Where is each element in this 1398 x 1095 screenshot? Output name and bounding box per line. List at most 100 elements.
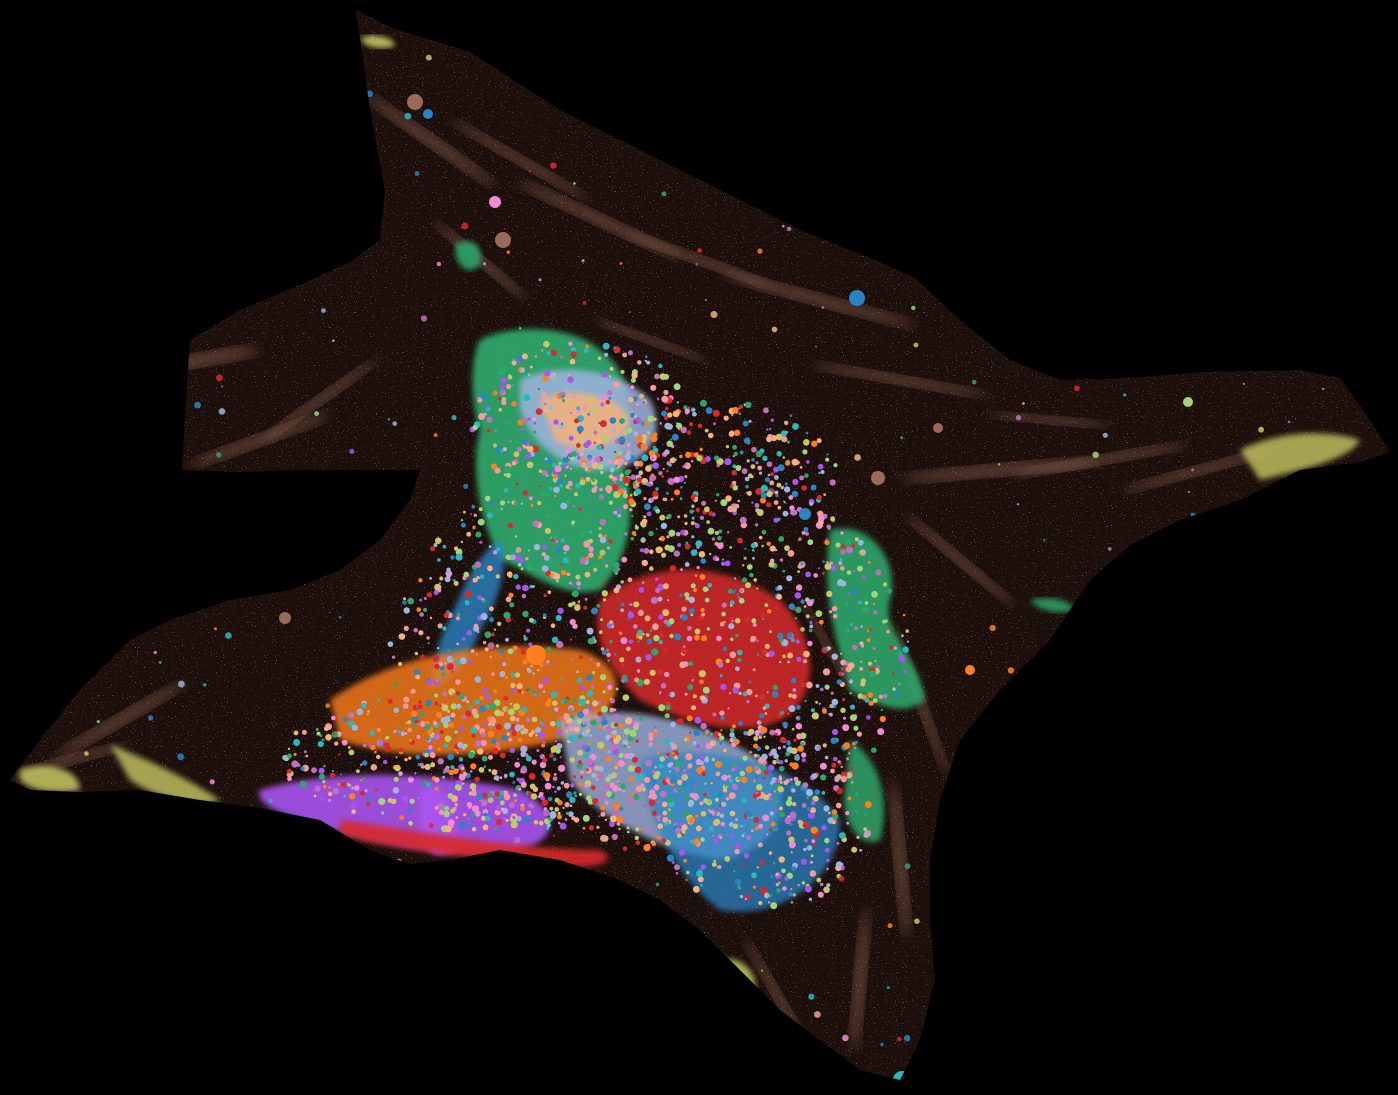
cluster-dot: [631, 756, 639, 763]
cluster-dot: [763, 886, 766, 889]
cluster-dot: [714, 455, 720, 461]
cluster-dot: [542, 724, 547, 729]
cluster-dot: [521, 439, 528, 445]
cluster-dot: [499, 790, 505, 796]
cluster-dot: [376, 739, 384, 747]
cluster-dot: [489, 501, 494, 506]
cluster-dot: [504, 675, 509, 680]
cluster-dot: [540, 490, 546, 497]
cluster-dot: [311, 767, 317, 774]
cluster-dot: [448, 769, 455, 776]
sparse-dot: [1351, 307, 1354, 310]
cluster-dot: [551, 636, 559, 643]
cluster-dot: [731, 724, 737, 729]
cluster-dot: [831, 595, 835, 600]
cluster-dot: [659, 535, 666, 542]
cluster-dot: [508, 737, 513, 742]
cluster-dot: [785, 751, 790, 757]
cluster-dot: [668, 529, 676, 537]
cluster-dot: [577, 760, 583, 765]
cluster-dot: [615, 687, 619, 691]
cluster-dot: [719, 710, 725, 716]
cluster-dot: [366, 712, 370, 716]
cluster-dot: [597, 356, 602, 361]
sparse-dot: [979, 1061, 984, 1066]
cluster-dot: [758, 823, 764, 829]
cluster-dot: [470, 727, 478, 734]
cluster-dot: [720, 499, 728, 507]
sparse-dot: [99, 210, 103, 214]
cluster-dot: [701, 500, 707, 506]
cluster-dot: [644, 615, 651, 622]
cluster-dot: [712, 712, 717, 717]
cluster-dot: [759, 860, 765, 866]
cluster-dot: [595, 456, 601, 463]
sparse-dot: [600, 402, 605, 407]
cluster-dot: [720, 715, 725, 721]
cluster-dot: [505, 472, 511, 478]
cluster-dot: [687, 801, 694, 808]
cluster-dot: [824, 563, 832, 570]
cluster-dot: [804, 473, 809, 478]
cluster-dot: [529, 783, 536, 790]
cluster-dot: [864, 801, 872, 809]
sparse-dot: [444, 805, 450, 812]
cluster-dot: [569, 757, 575, 763]
sparse-dot: [1165, 694, 1169, 698]
cluster-dot: [455, 548, 463, 556]
cluster-dot: [770, 902, 778, 910]
cluster-dot: [528, 642, 533, 647]
cluster-dot: [480, 739, 487, 747]
sparse-dot: [516, 68, 522, 74]
cluster-dot: [512, 645, 518, 651]
cluster-dot: [486, 705, 490, 708]
cluster-dot: [536, 749, 540, 752]
cluster-dot: [627, 735, 634, 742]
cluster-dot: [478, 413, 486, 420]
cluster-dot: [495, 818, 503, 826]
cluster-dot: [572, 698, 577, 703]
sparse-dot: [86, 583, 92, 588]
cluster-dot: [700, 837, 705, 842]
cluster-dot: [574, 604, 581, 611]
cluster-dot: [603, 769, 607, 773]
cluster-dot: [694, 496, 699, 500]
sparse-dot: [214, 627, 217, 631]
cluster-dot: [596, 571, 600, 575]
cluster-dot: [737, 649, 743, 656]
cluster-dot: [811, 839, 816, 843]
cluster-dot: [613, 587, 620, 594]
cluster-dot: [766, 428, 769, 431]
cluster-dot: [674, 633, 682, 641]
sparse-dot: [972, 379, 977, 385]
cluster-dot: [731, 783, 739, 791]
cluster-dot: [393, 707, 400, 714]
cluster-dot: [871, 747, 877, 753]
sparse-dot: [581, 259, 585, 263]
sparse-dot: [757, 248, 763, 254]
brown-streak: [851, 910, 869, 1050]
cluster-spot: [849, 290, 865, 306]
cluster-dot: [566, 572, 571, 576]
cluster-dot: [782, 654, 786, 658]
cluster-dot: [790, 888, 793, 891]
cluster-dot: [840, 707, 846, 713]
cluster-dot: [554, 790, 557, 793]
cluster-dot: [520, 745, 528, 753]
cluster-dot: [609, 620, 613, 624]
cluster-dot: [796, 733, 803, 740]
cluster-dot: [494, 827, 498, 832]
sparse-dot: [578, 451, 584, 457]
sparse-dot: [126, 927, 131, 931]
cluster-dot: [586, 690, 594, 697]
sparse-dot: [1197, 992, 1204, 999]
cluster-dot: [667, 762, 673, 768]
cluster-dot: [831, 762, 837, 768]
cluster-dot: [682, 465, 686, 468]
cluster-dot: [791, 458, 799, 466]
cluster-dot: [500, 384, 506, 389]
cluster-dot: [868, 628, 872, 632]
cluster-dot: [845, 539, 852, 545]
cluster-dot: [419, 762, 424, 767]
cluster-dot: [665, 470, 669, 473]
